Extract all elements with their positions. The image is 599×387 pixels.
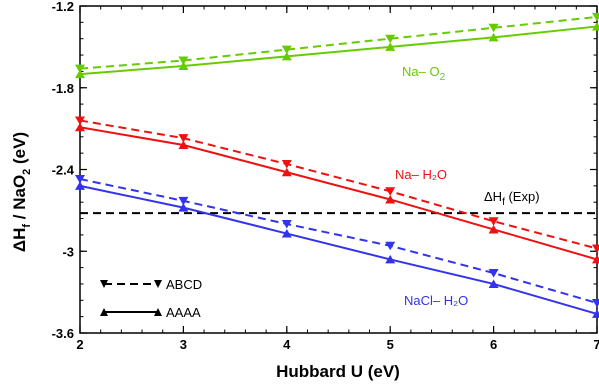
data-point-na-o2-aaaa xyxy=(75,69,85,79)
data-point-nacl-h2o-abcd xyxy=(385,241,396,251)
annotation-na-h2o: Na– H₂O xyxy=(395,167,447,182)
data-point-na-o2-abcd xyxy=(592,12,599,22)
legend-marker-aaaa-right xyxy=(154,308,162,316)
data-point-nacl-h2o-abcd xyxy=(178,196,189,206)
x-tick-label: 3 xyxy=(180,337,187,352)
y-axis-title-sub2: 2 xyxy=(21,169,33,175)
annotation-nacl-h2o: NaCl– H₂O xyxy=(404,293,468,308)
series-line-nacl-h2o-abcd xyxy=(79,178,598,304)
annotation-exp-main: ΔH xyxy=(484,189,502,204)
y-axis-title-sub: f xyxy=(21,224,33,228)
data-point-nacl-h2o-aaaa xyxy=(75,181,85,190)
legend-label-aaaa: AAAA xyxy=(166,305,201,320)
data-point-na-o2-aaaa xyxy=(385,42,396,51)
x-tick-label: 5 xyxy=(387,337,394,352)
data-point-na-h2o-abcd xyxy=(385,187,396,196)
x-axis-title: Hubbard U (eV) xyxy=(276,362,400,381)
y-tick-label: -3.6 xyxy=(52,326,74,341)
data-point-na-o2-abcd xyxy=(75,64,85,74)
data-point-nacl-h2o-aaaa xyxy=(178,203,189,212)
annotation-exp: ΔHf (Exp) xyxy=(484,189,540,208)
annotation-exp-tail: (Exp) xyxy=(505,189,540,204)
data-point-na-h2o-abcd xyxy=(488,217,499,226)
data-point-nacl-h2o-aaaa xyxy=(592,309,599,318)
annotation-exp-sub: f xyxy=(502,197,505,208)
data-point-nacl-h2o-abcd xyxy=(75,175,85,184)
series-line-na-o2-abcd xyxy=(79,15,598,70)
data-point-na-h2o-aaaa xyxy=(75,122,85,132)
data-point-na-o2-abcd xyxy=(488,23,499,33)
x-tick-label: 2 xyxy=(76,337,83,352)
series-group xyxy=(75,12,599,318)
x-tick-label: 4 xyxy=(283,337,291,352)
data-point-na-h2o-abcd xyxy=(592,244,599,254)
series-line-na-o2-aaaa xyxy=(79,25,598,76)
data-point-nacl-h2o-aaaa xyxy=(488,279,499,288)
x-tick-label: 6 xyxy=(490,337,497,352)
data-point-na-o2-aaaa xyxy=(488,32,499,42)
data-point-na-o2-abcd xyxy=(385,34,396,44)
annotation-na-o2: Na– O2 xyxy=(402,64,446,83)
legend-marker-abcd-right xyxy=(154,280,162,288)
data-point-nacl-h2o-aaaa xyxy=(385,254,396,264)
annotation-na-o2-sub: 2 xyxy=(440,72,446,83)
data-point-na-h2o-abcd xyxy=(281,160,292,169)
data-point-na-o2-abcd xyxy=(281,45,292,55)
data-point-na-h2o-abcd xyxy=(75,116,85,125)
x-tick-label: 7 xyxy=(593,337,599,352)
legend-marker-aaaa-left xyxy=(100,308,108,316)
data-point-na-h2o-aaaa xyxy=(385,194,396,204)
legend: ABCD AAAA xyxy=(100,277,202,320)
data-point-na-o2-aaaa xyxy=(281,51,292,61)
series-line-na-h2o-aaaa xyxy=(79,126,598,261)
data-point-nacl-h2o-abcd xyxy=(488,269,499,278)
data-point-na-h2o-aaaa xyxy=(281,167,292,177)
data-point-na-o2-abcd xyxy=(178,56,189,65)
data-point-nacl-h2o-aaaa xyxy=(281,229,292,238)
data-point-nacl-h2o-abcd xyxy=(281,220,292,229)
data-point-na-h2o-aaaa xyxy=(592,254,599,264)
data-point-na-h2o-aaaa xyxy=(178,140,189,149)
data-point-na-o2-aaaa xyxy=(178,61,189,70)
y-axis-title-tail: (eV) xyxy=(10,132,29,169)
data-point-na-o2-aaaa xyxy=(592,21,599,31)
series-line-nacl-h2o-aaaa xyxy=(79,184,598,315)
data-point-na-h2o-aaaa xyxy=(488,224,499,234)
axes: 2 3 4 5 6 7 -1.2 -1.8 -2.4 -3 -3.6 xyxy=(52,0,599,352)
data-point-nacl-h2o-abcd xyxy=(592,299,599,308)
series-line-na-h2o-abcd xyxy=(79,119,598,250)
y-axis-title-main: ΔH xyxy=(10,228,29,253)
y-axis-title-mid: / NaO xyxy=(10,175,29,224)
y-tick-label: -2.4 xyxy=(52,163,75,178)
data-point-na-h2o-abcd xyxy=(178,134,189,143)
y-axis-title: ΔHf / NaO2 (eV) xyxy=(10,132,33,252)
legend-marker-abcd-left xyxy=(100,280,108,288)
annotation-na-o2-main: Na– O xyxy=(402,64,440,79)
legend-label-abcd: ABCD xyxy=(166,277,202,292)
y-tick-label: -3 xyxy=(62,244,74,259)
y-tick-label: -1.8 xyxy=(52,81,74,96)
y-tick-label: -1.2 xyxy=(52,0,74,14)
